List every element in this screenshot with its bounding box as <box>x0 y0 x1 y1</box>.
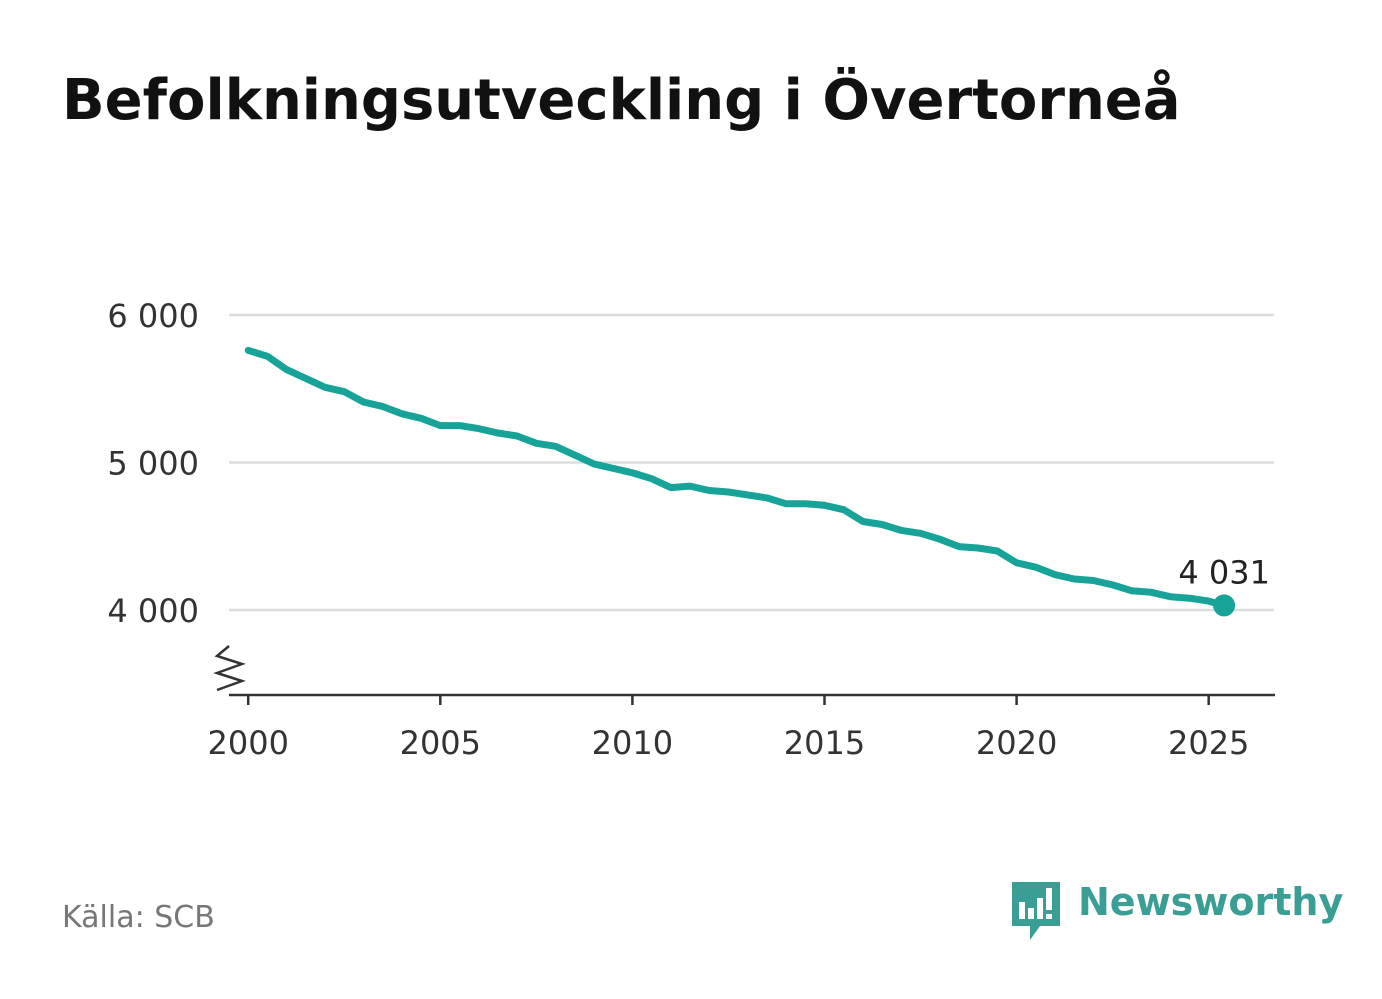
population-series-line <box>244 346 1228 609</box>
newsworthy-logo-icon <box>1012 882 1060 940</box>
x-axis <box>213 645 1275 705</box>
brand-logo: Newsworthy <box>1010 878 1343 942</box>
series-layer: 4 031 <box>244 346 1270 617</box>
brand-name: Newsworthy <box>1078 880 1344 924</box>
y-tick-label: 5 000 <box>107 445 199 483</box>
end-value-label: 4 031 <box>1178 553 1270 591</box>
x-tick-label: 2025 <box>1168 724 1249 762</box>
y-tick-label: 4 000 <box>107 592 199 630</box>
x-tick-label: 2015 <box>784 724 865 762</box>
y-axis-tick-labels: 4 000 5 000 6 000 <box>107 297 199 630</box>
x-tick-label: 2005 <box>400 724 481 762</box>
grid-lines <box>229 313 1274 612</box>
source-note: Källa: SCB <box>62 900 215 935</box>
chart-title: Befolkningsutveckling i Övertorneå <box>62 68 1181 133</box>
x-tick-label: 2010 <box>592 724 673 762</box>
y-axis-break-icon <box>213 645 246 692</box>
x-tick-label: 2020 <box>976 724 1057 762</box>
end-point-marker <box>1213 594 1236 617</box>
y-tick-label: 6 000 <box>107 297 199 335</box>
x-tick-label: 2000 <box>207 724 288 762</box>
x-axis-tick-labels: 2000 2005 2010 2015 2020 2025 <box>207 724 1249 762</box>
